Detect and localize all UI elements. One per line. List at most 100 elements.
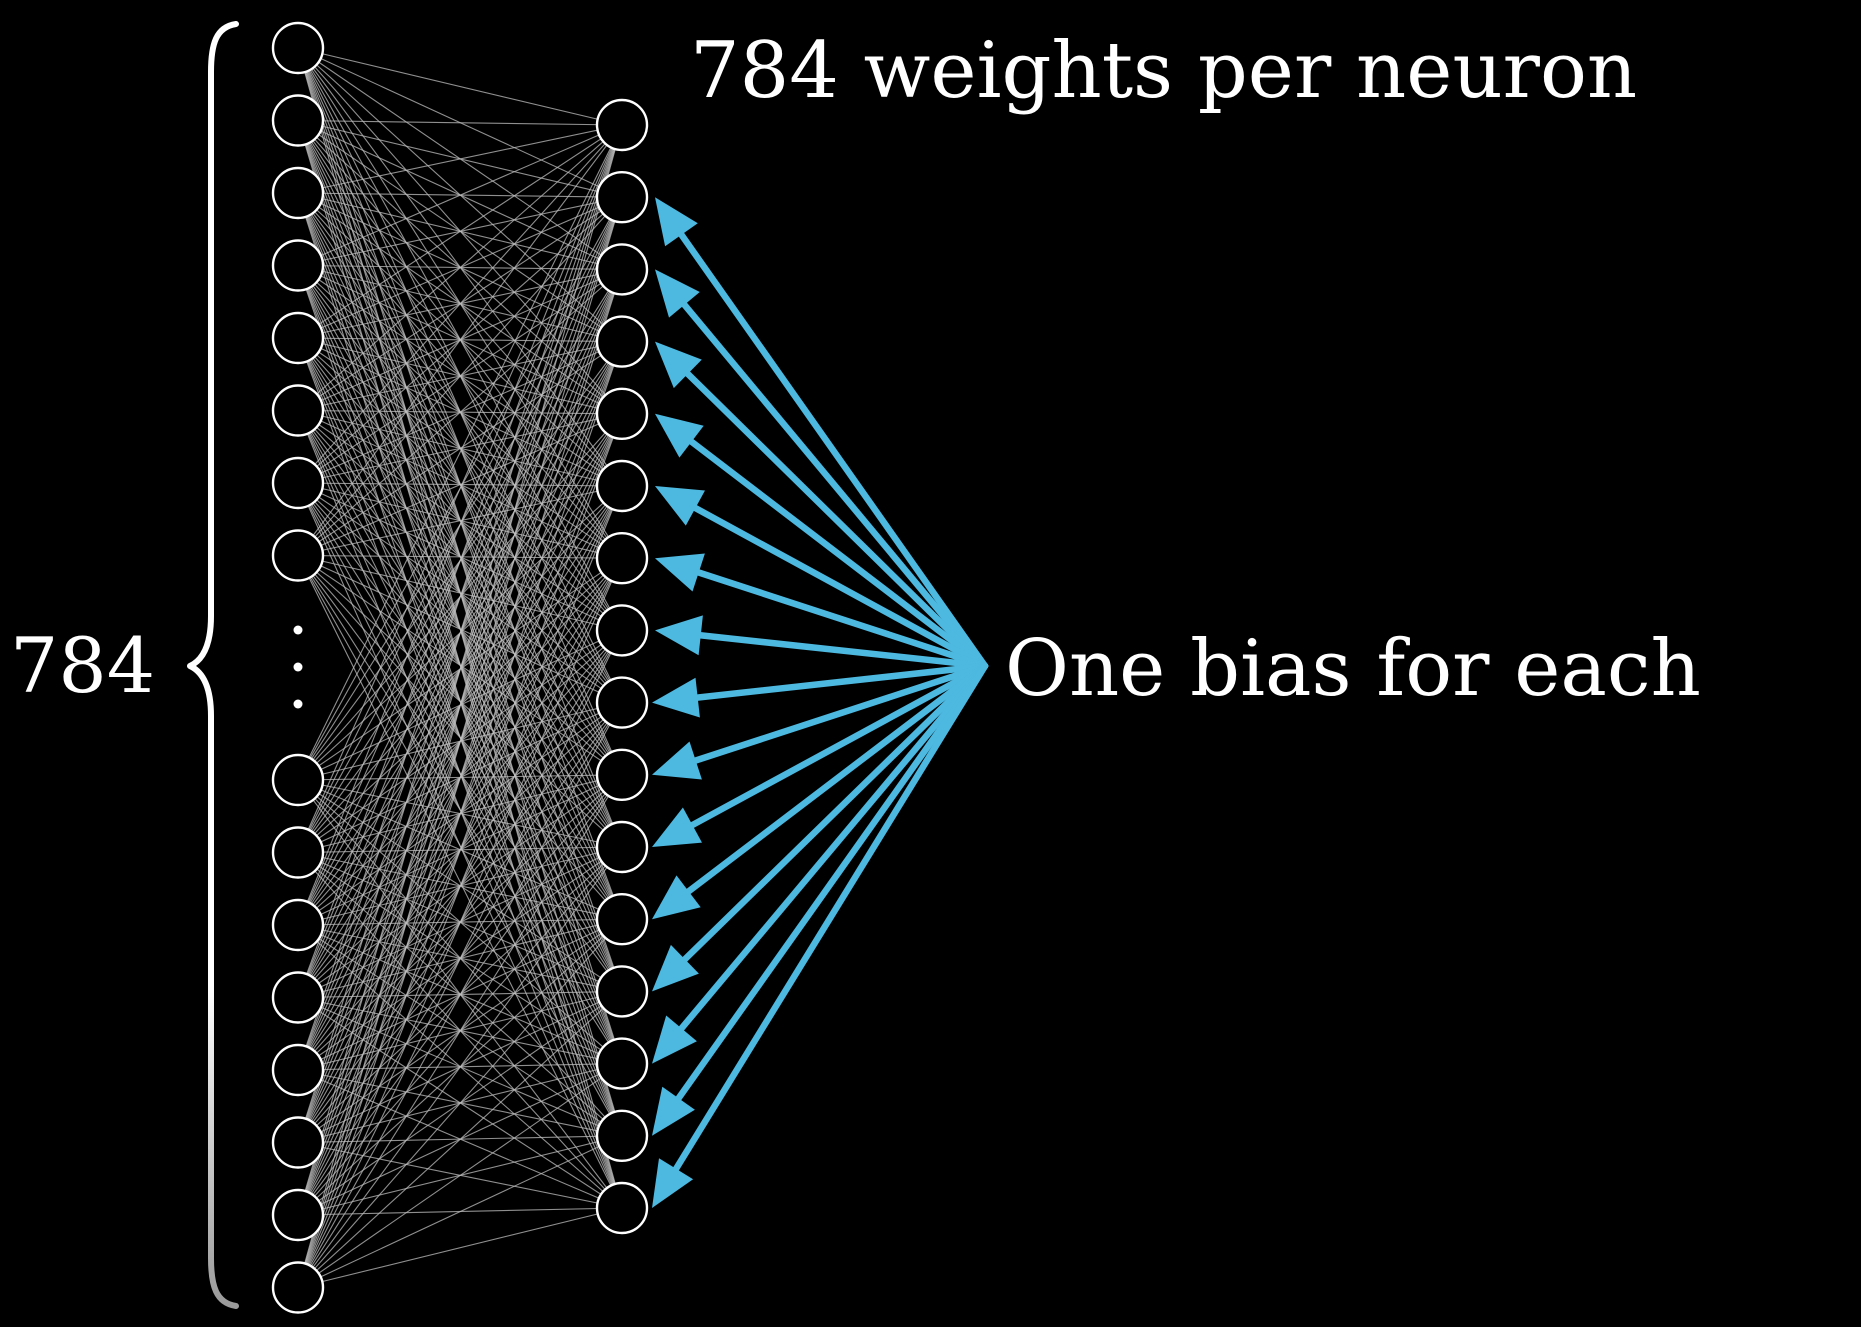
hidden-neuron	[595, 459, 649, 513]
bias-arrow-shaft	[693, 631, 989, 670]
bias-arrow-head	[652, 741, 702, 780]
input-neuron	[271, 898, 325, 952]
weight-line	[297, 413, 623, 1288]
bias-arrow-shaft	[688, 662, 989, 766]
input-neuron	[271, 456, 325, 510]
weight-line	[297, 119, 623, 126]
input-neuron	[271, 1043, 325, 1097]
weight-line	[297, 124, 623, 1216]
weight-line	[297, 124, 623, 853]
input-neuron	[271, 826, 325, 879]
weight-line	[297, 555, 623, 1137]
bias-arrow-head	[655, 341, 702, 389]
bias-arrow-head	[652, 944, 699, 992]
weight-line	[297, 555, 623, 1209]
weight-line	[297, 197, 623, 1288]
weight-line	[297, 485, 623, 1288]
weight-line	[297, 702, 623, 1288]
ellipsis-dot	[293, 699, 303, 709]
bias-arrow-shaft	[673, 662, 989, 1105]
weights-per-neuron-label: 784 weights per neuron	[690, 26, 1638, 116]
bias-arrow-head	[652, 1158, 694, 1208]
weight-line	[297, 124, 623, 998]
bias-arrow-shaft	[690, 662, 989, 702]
hidden-neuron	[595, 1037, 649, 1090]
input-neuron	[271, 753, 325, 807]
input-layer-ellipsis	[293, 625, 303, 709]
hidden-neuron	[595, 387, 649, 440]
hidden-neuron	[595, 243, 649, 296]
hidden-neuron	[595, 676, 649, 729]
weight-line	[297, 918, 623, 1288]
bias-arrow-shaft	[678, 662, 989, 966]
bias-arrow-shaft	[688, 502, 989, 670]
input-neuron	[271, 166, 325, 220]
input-layer-brace	[187, 21, 239, 1309]
bias-arrow-head	[652, 875, 701, 920]
input-neuron	[271, 1116, 325, 1169]
bias-arrow-shaft	[675, 228, 989, 670]
bias-arrow-head	[652, 807, 702, 847]
weight-line	[297, 124, 623, 339]
hidden-neuron	[595, 748, 649, 801]
bias-for-each-label: One bias for each	[1005, 624, 1701, 714]
hidden-neuron	[595, 98, 649, 152]
weight-line	[297, 124, 623, 556]
weight-line	[297, 47, 623, 126]
hidden-neuron	[595, 315, 649, 368]
weight-line	[297, 557, 623, 1288]
hidden-layer	[595, 98, 649, 1235]
hidden-neuron	[595, 532, 649, 585]
weight-line	[297, 1207, 623, 1289]
weight-line	[297, 555, 623, 776]
weight-line	[297, 555, 623, 848]
bias-arrow-shaft	[685, 436, 989, 670]
weight-line	[297, 124, 623, 781]
hidden-neuron	[595, 965, 649, 1018]
ellipsis-dot	[293, 625, 303, 635]
weight-line	[297, 124, 623, 1071]
bias-arrow-shaft	[682, 662, 989, 898]
hidden-neuron	[595, 170, 649, 224]
bias-arrow-head	[652, 1086, 695, 1136]
bias-arrow-shaft	[670, 662, 989, 1176]
bias-arrow-shaft	[675, 662, 989, 1035]
input-neuron	[271, 971, 325, 1024]
weight-line	[297, 124, 623, 484]
bias-arrow-head	[655, 486, 705, 526]
input-neuron	[271, 1188, 325, 1242]
weight-line	[297, 555, 623, 920]
weight-line	[297, 555, 623, 992]
bias-arrow-shaft	[685, 662, 989, 831]
weight-line	[297, 1135, 623, 1288]
weight-line	[297, 124, 623, 411]
weight-line	[297, 269, 623, 1288]
hidden-neuron	[595, 820, 649, 874]
hidden-neuron	[595, 893, 649, 946]
weight-line	[297, 124, 623, 267]
weight-line	[297, 554, 623, 559]
bias-arrow-shaft	[678, 298, 989, 670]
weight-line	[297, 990, 623, 1288]
input-neuron	[271, 529, 325, 582]
input-layer	[271, 21, 325, 1314]
input-neuron	[271, 1261, 325, 1314]
weight-line	[297, 1063, 623, 1288]
bias-arrow-head	[655, 553, 705, 592]
bias-arrow-shaft	[681, 367, 989, 670]
weight-line	[297, 555, 623, 1064]
bias-arrow-head	[655, 615, 703, 656]
bias-arrow-head	[655, 413, 704, 458]
weight-line	[297, 554, 623, 631]
input-neuron	[271, 384, 325, 437]
input-count-label: 784	[10, 621, 156, 710]
weight-line	[297, 124, 623, 194]
input-neuron	[271, 94, 325, 147]
weight-line	[297, 124, 623, 1143]
bias-arrow-head	[652, 677, 700, 718]
ellipsis-dot	[293, 662, 303, 672]
hidden-neuron	[595, 1109, 649, 1163]
weight-line	[297, 846, 623, 1288]
